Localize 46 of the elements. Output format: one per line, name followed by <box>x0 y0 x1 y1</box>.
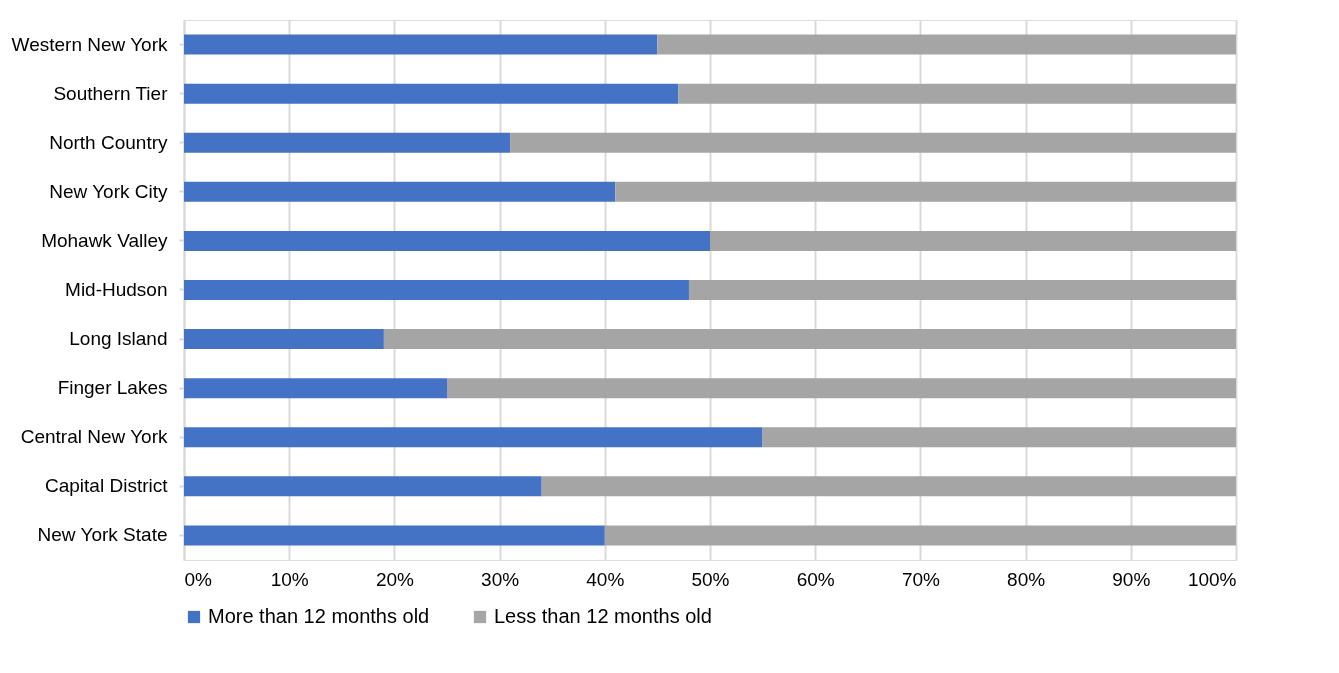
y-tick-label: Mid-Hudson <box>65 279 168 300</box>
x-tick-label: 90% <box>1112 568 1151 590</box>
y-tick-label: Mohawk Valley <box>41 229 168 251</box>
bar <box>184 230 710 251</box>
bar <box>184 181 616 202</box>
bar <box>184 427 763 448</box>
y-tick-label: Central New York <box>20 426 168 448</box>
y-tick-label: Finger Lakes <box>57 377 168 399</box>
x-tick-label: 0% <box>184 568 213 590</box>
bar <box>184 329 384 350</box>
x-tick-label: 60% <box>796 568 835 590</box>
x-tick-label: 100% <box>1187 568 1237 590</box>
x-tick-label: 70% <box>901 568 941 590</box>
x-tick-label: 50% <box>691 568 730 590</box>
bar <box>604 525 1236 546</box>
y-tick-label: Long Island <box>69 328 168 350</box>
bar <box>184 83 679 104</box>
bar <box>762 427 1236 448</box>
bar <box>710 230 1236 251</box>
y-tick-label: Capital District <box>45 475 169 497</box>
bar <box>383 329 1236 350</box>
bar <box>184 34 658 55</box>
bar <box>678 83 1236 104</box>
bar <box>184 378 447 399</box>
x-tick-label: 20% <box>375 568 415 590</box>
x-tick-label: 30% <box>481 568 520 590</box>
y-tick-label: Western New York <box>11 33 168 55</box>
bar <box>184 132 511 153</box>
y-tick-label: Southern Tier <box>53 82 169 104</box>
bar <box>688 280 1236 300</box>
y-tick-label: New York State <box>37 524 168 546</box>
bar <box>510 132 1236 153</box>
bar <box>541 476 1236 497</box>
y-tick-label: North Country <box>49 131 168 153</box>
bar <box>447 378 1236 399</box>
bar <box>184 476 542 497</box>
y-tick-label: New York City <box>49 180 168 202</box>
x-tick-label: 40% <box>586 568 625 590</box>
x-tick-label: 10% <box>270 568 309 590</box>
legend-label: Less than 12 months old <box>494 605 712 627</box>
x-tick-label: 80% <box>1007 568 1046 590</box>
bar <box>184 280 689 300</box>
bar <box>184 525 605 546</box>
bar <box>615 181 1236 202</box>
legend-label: More than 12 months old <box>208 605 430 627</box>
bar <box>657 34 1236 55</box>
